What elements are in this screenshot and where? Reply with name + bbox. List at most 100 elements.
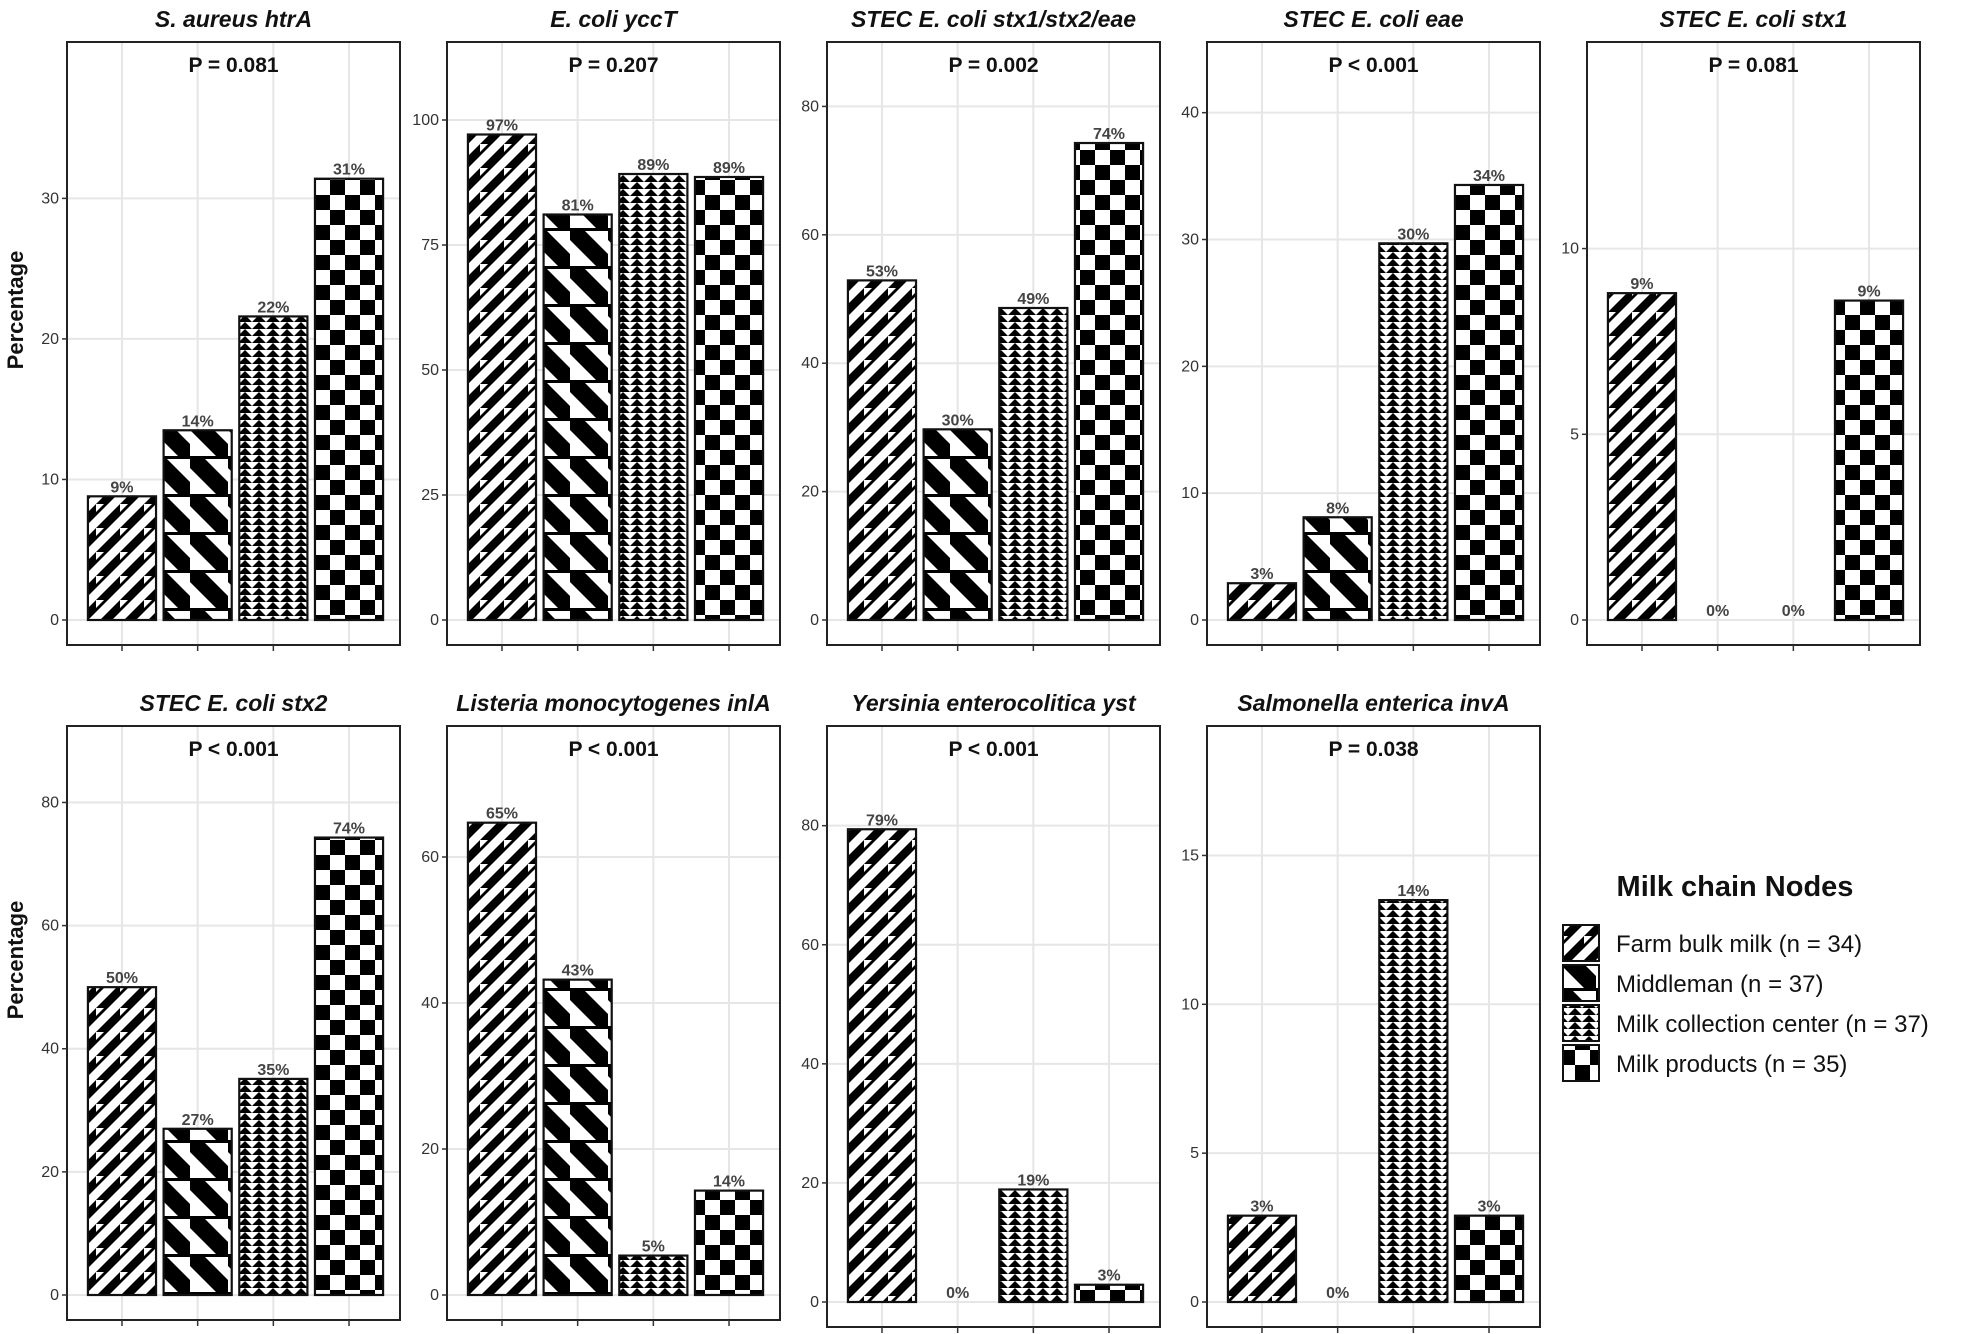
y-tick-label: 60	[801, 227, 819, 244]
data-label: 89%	[637, 157, 669, 174]
chart-panel-2: 97% 81% 89% 89% 0 25 50 75 100 E. coli yccT P = 0.…	[412, 6, 781, 651]
legend-label: Milk products (n = 35)	[1616, 1051, 1847, 1078]
y-tick-label: 10	[1181, 996, 1199, 1013]
y-tick-label: 40	[801, 355, 819, 372]
chart-panels: 9% 14% 22% 31% 0 10 20 30 S. aureus htrA P = 0.08…	[41, 6, 1921, 1333]
bar-2	[1302, 516, 1373, 622]
bar-3	[998, 306, 1069, 622]
panel-title: S. aureus htrA	[155, 6, 312, 32]
legend: Milk chain Nodes Farm bulk milk (n = 34)…	[1562, 871, 1929, 1082]
y-tick-label: 100	[412, 112, 439, 129]
data-label: 97%	[486, 118, 518, 135]
chart-panel-7: 65% 43% 5% 14% 0 20 40 60 Listeria monocytogenes…	[421, 690, 781, 1326]
bar-3	[1378, 899, 1449, 1304]
y-tick-label: 80	[801, 98, 819, 115]
legend-item: Farm bulk milk (n = 34)	[1562, 924, 1862, 962]
bar-3	[618, 172, 689, 622]
data-label: 14%	[713, 1174, 745, 1191]
data-label: 3%	[1097, 1268, 1120, 1285]
panel-frame	[826, 725, 1161, 1328]
y-tick-label: 0	[810, 612, 819, 629]
legend-item: Middleman (n = 37)	[1562, 964, 1823, 1002]
legend-label: Milk collection center (n = 37)	[1616, 1011, 1929, 1038]
panel-frame	[1586, 41, 1921, 646]
y-tick-label: 75	[421, 237, 439, 254]
y-tick-label: 40	[41, 1041, 59, 1058]
panel-frame	[66, 725, 401, 1321]
panel-title: STEC E. coli stx1/stx2/eae	[851, 6, 1136, 32]
panel-frame	[446, 725, 781, 1321]
y-tick-label: 20	[421, 1141, 439, 1158]
data-label: 53%	[866, 263, 898, 280]
y-tick-label: 0	[1570, 612, 1579, 629]
data-label: 14%	[182, 413, 214, 430]
data-label: 3%	[1477, 1199, 1500, 1216]
bar-4	[313, 177, 385, 622]
bar-3	[238, 1077, 309, 1297]
data-label: 3%	[1250, 1199, 1273, 1216]
p-value: P < 0.001	[1328, 54, 1418, 77]
p-value: P = 0.002	[948, 54, 1038, 77]
bar-2	[542, 213, 613, 622]
y-tick-label: 20	[41, 1164, 59, 1181]
data-label: 81%	[562, 198, 594, 215]
panel-frame	[1206, 41, 1541, 646]
bar-1	[1226, 1214, 1298, 1304]
chart-panel-4: 3% 8% 30% 34% 0 10 20 30 40 STEC E. coli eae P < 0…	[1181, 6, 1541, 651]
bar-1	[846, 279, 918, 622]
y-axis-label-bottom: Percentage	[3, 901, 28, 1020]
data-label: 9%	[1857, 284, 1880, 301]
bar-1	[466, 821, 538, 1297]
y-tick-label: 10	[41, 471, 59, 488]
y-tick-label: 30	[41, 190, 59, 207]
panel-frame	[826, 41, 1161, 646]
y-tick-label: 15	[1181, 847, 1199, 864]
panel-title: Listeria monocytogenes inlA	[456, 690, 770, 716]
y-tick-label: 40	[1181, 105, 1199, 122]
data-label: 89%	[713, 160, 745, 177]
y-tick-label: 5	[1570, 426, 1579, 443]
data-label: 50%	[106, 970, 138, 987]
y-tick-label: 0	[50, 1287, 59, 1304]
data-label: 14%	[1397, 883, 1429, 900]
data-label: 79%	[866, 812, 898, 829]
data-label: 0%	[946, 1285, 969, 1302]
y-axis-label-top: Percentage	[3, 251, 28, 370]
y-tick-label: 10	[1561, 241, 1579, 258]
data-label: 30%	[1397, 226, 1429, 243]
data-label: 19%	[1017, 1172, 1049, 1189]
legend-label: Middleman (n = 37)	[1616, 971, 1823, 998]
y-tick-label: 0	[1190, 1294, 1199, 1311]
bar-2	[542, 978, 613, 1297]
bar-1	[86, 495, 158, 622]
y-tick-label: 40	[421, 995, 439, 1012]
p-value: P < 0.001	[948, 738, 1038, 761]
bar-4	[1073, 1283, 1145, 1304]
panel-frame	[446, 41, 781, 646]
panel-title: STEC E. coli eae	[1283, 6, 1463, 32]
p-value: P = 0.081	[1708, 54, 1798, 77]
y-tick-label: 20	[1181, 358, 1199, 375]
legend-swatch	[1562, 924, 1600, 962]
bar-4	[693, 1189, 765, 1297]
legend-item: Milk collection center (n = 37)	[1562, 1004, 1929, 1042]
y-tick-label: 50	[421, 362, 439, 379]
p-value: P = 0.038	[1328, 738, 1418, 761]
y-tick-label: 0	[810, 1294, 819, 1311]
bar-4	[1453, 1214, 1525, 1304]
data-label: 34%	[1473, 168, 1505, 185]
data-label: 0%	[1706, 603, 1729, 620]
chart-panel-8: 79% 0% 19% 3% 0 20 40 60 80 Yersinia enterocoliti…	[801, 690, 1161, 1333]
data-label: 43%	[562, 963, 594, 980]
data-label: 27%	[182, 1112, 214, 1129]
bar-4	[1073, 141, 1145, 622]
y-tick-label: 60	[421, 849, 439, 866]
data-label: 74%	[333, 821, 365, 838]
p-value: P < 0.001	[188, 738, 278, 761]
y-tick-label: 0	[430, 612, 439, 629]
chart-panel-6: 50% 27% 35% 74% 0 20 40 60 80 STEC E. coli stx2 P …	[41, 690, 401, 1326]
y-tick-label: 20	[801, 1175, 819, 1192]
legend-swatch	[1562, 964, 1600, 1002]
y-tick-label: 60	[801, 937, 819, 954]
bar-2	[162, 429, 233, 622]
